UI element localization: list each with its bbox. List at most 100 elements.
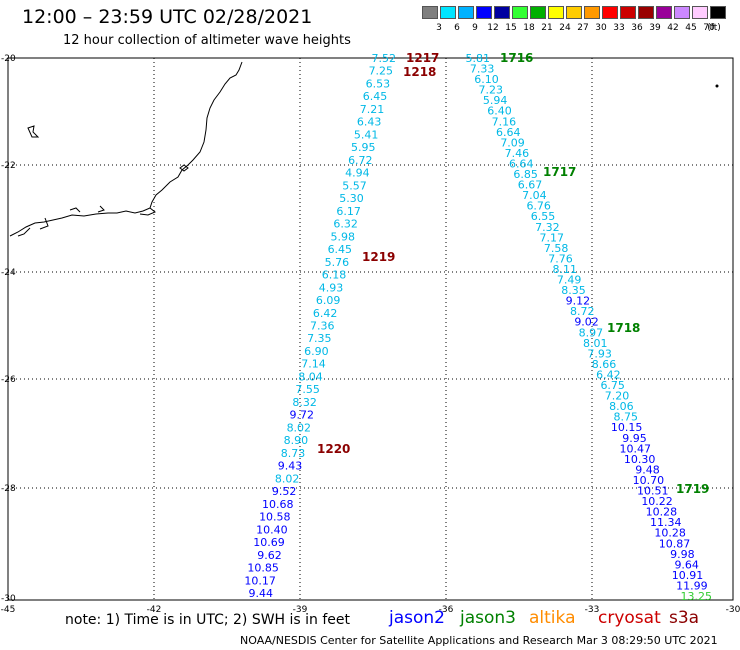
wave-height-value: 9.62 [257,549,282,562]
legend-unit: (ft) [707,23,721,33]
wave-height-value: 9.02 [574,316,599,329]
wave-height-value: 5.81 [466,52,491,65]
island-1 [27,125,40,138]
lon-tick-label: -39 [293,605,308,615]
wave-height-value: 6.64 [509,157,534,170]
legend-swatch [692,6,708,19]
wave-height-value: 8.90 [284,434,309,447]
wave-height-value: 5.41 [354,128,379,141]
page-title: 12:00 – 23:59 UTC 02/28/2021 [22,6,313,28]
legend-swatch [602,6,618,19]
wave-height-value: 9.43 [278,460,303,473]
legend-label: 33 [613,23,625,33]
wave-height-value: 10.17 [244,574,276,587]
coastline-detail [17,164,189,237]
track-right: 5.817.336.107.235.946.407.166.647.097.46… [466,52,713,603]
legend-swatch [548,6,564,19]
wave-height-value: 7.20 [605,390,630,403]
legend-label: 42 [667,23,679,33]
time-label: 1719 [676,482,709,496]
legend-label: 39 [649,23,661,33]
wave-height-value: 6.10 [474,73,499,86]
wave-height-value: 8.66 [592,358,617,371]
wave-height-value: 7.14 [301,358,326,371]
wave-height-value: 7.21 [360,103,385,116]
legend-swatch [584,6,600,19]
wave-height-value: 6.45 [328,243,353,256]
time-label: 1219 [362,250,395,264]
wave-height-value: 11.99 [676,579,708,592]
wave-height-value: 8.32 [292,396,317,409]
wave-height-value: 10.69 [253,536,285,549]
legend-label: 18 [523,23,535,33]
wave-height-value: 10.30 [624,453,656,466]
island-2 [715,84,719,88]
wave-height-value: 6.55 [531,210,556,223]
legend-label: 70 [703,23,715,33]
wave-height-value: 13.25 [681,590,713,603]
wave-height-value: 8.06 [609,400,634,413]
time-label: 1220 [317,442,350,456]
wave-height-value: 6.75 [600,379,625,392]
time-label: 1718 [607,321,640,335]
wave-height-value: 6.17 [336,205,361,218]
wave-height-value: 7.46 [505,147,530,160]
lat-tick-label: -26 [1,375,16,385]
wave-height-value: 10.28 [654,527,686,540]
wave-height-value: 6.67 [518,179,543,192]
wave-height-value: 6.76 [526,200,551,213]
legend-label: 12 [487,23,499,33]
lat-tick-label: -30 [1,594,16,604]
legend-label: 6 [454,23,460,33]
wave-height-value: 9.64 [674,558,699,571]
legend-label: 21 [541,23,553,33]
legend-swatch [494,6,510,19]
wave-height-value: 10.40 [256,523,288,536]
wave-height-value: 5.76 [325,256,350,269]
wave-height-value: 8.75 [614,411,639,424]
wave-height-value: 10.47 [620,442,652,455]
legend-swatch [476,6,492,19]
lon-tick-label: -33 [585,605,600,615]
legend-swatch [656,6,672,19]
wave-height-value: 7.17 [540,231,565,244]
map-frame [7,57,734,601]
legend-label: 45 [685,23,697,33]
wave-height-value: 7.55 [295,383,320,396]
wave-height-value: 8.73 [281,447,306,460]
wave-height-value: 6.18 [322,269,347,282]
wave-height-value: 6.53 [366,77,391,90]
wave-height-value: 10.91 [672,569,704,582]
wave-height-value: 10.28 [646,506,678,519]
wave-height-value: 6.72 [348,154,373,167]
wave-height-value: 6.45 [363,90,388,103]
wave-height-value: 6.64 [496,126,521,139]
wave-height-value: 8.97 [579,326,604,339]
wave-height-value: 10.70 [633,474,665,487]
wave-height-value: 7.58 [544,242,569,255]
wave-height-value: 9.95 [622,432,647,445]
wave-height-value: 8.35 [561,284,586,297]
page-subtitle: 12 hour collection of altimeter wave hei… [63,33,351,48]
legend-swatch [674,6,690,19]
wave-height-value: 10.85 [247,562,279,575]
lon-tick-label: -45 [1,605,16,615]
wave-height-value: 7.93 [587,347,612,360]
lat-tick-label: -20 [1,54,16,64]
lon-tick-label: -30 [726,605,740,615]
wave-height-value: 5.95 [351,141,376,154]
wave-height-value: 7.33 [470,63,495,76]
legend-label: 9 [472,23,478,33]
satellite-label: jason2 [389,608,445,628]
lon-tick-label: -36 [439,605,454,615]
wave-height-value: 7.76 [548,252,573,265]
wave-height-value: 10.87 [659,537,691,550]
legend-swatch [566,6,582,19]
footer-note: note: 1) Time is in UTC; 2) SWH is in fe… [65,612,351,628]
wave-height-value: 6.43 [357,116,382,129]
wave-height-value: 8.72 [570,305,595,318]
time-label: 1717 [543,165,576,179]
satellite-label: cryosat [598,608,661,628]
legend-swatch [638,6,654,19]
